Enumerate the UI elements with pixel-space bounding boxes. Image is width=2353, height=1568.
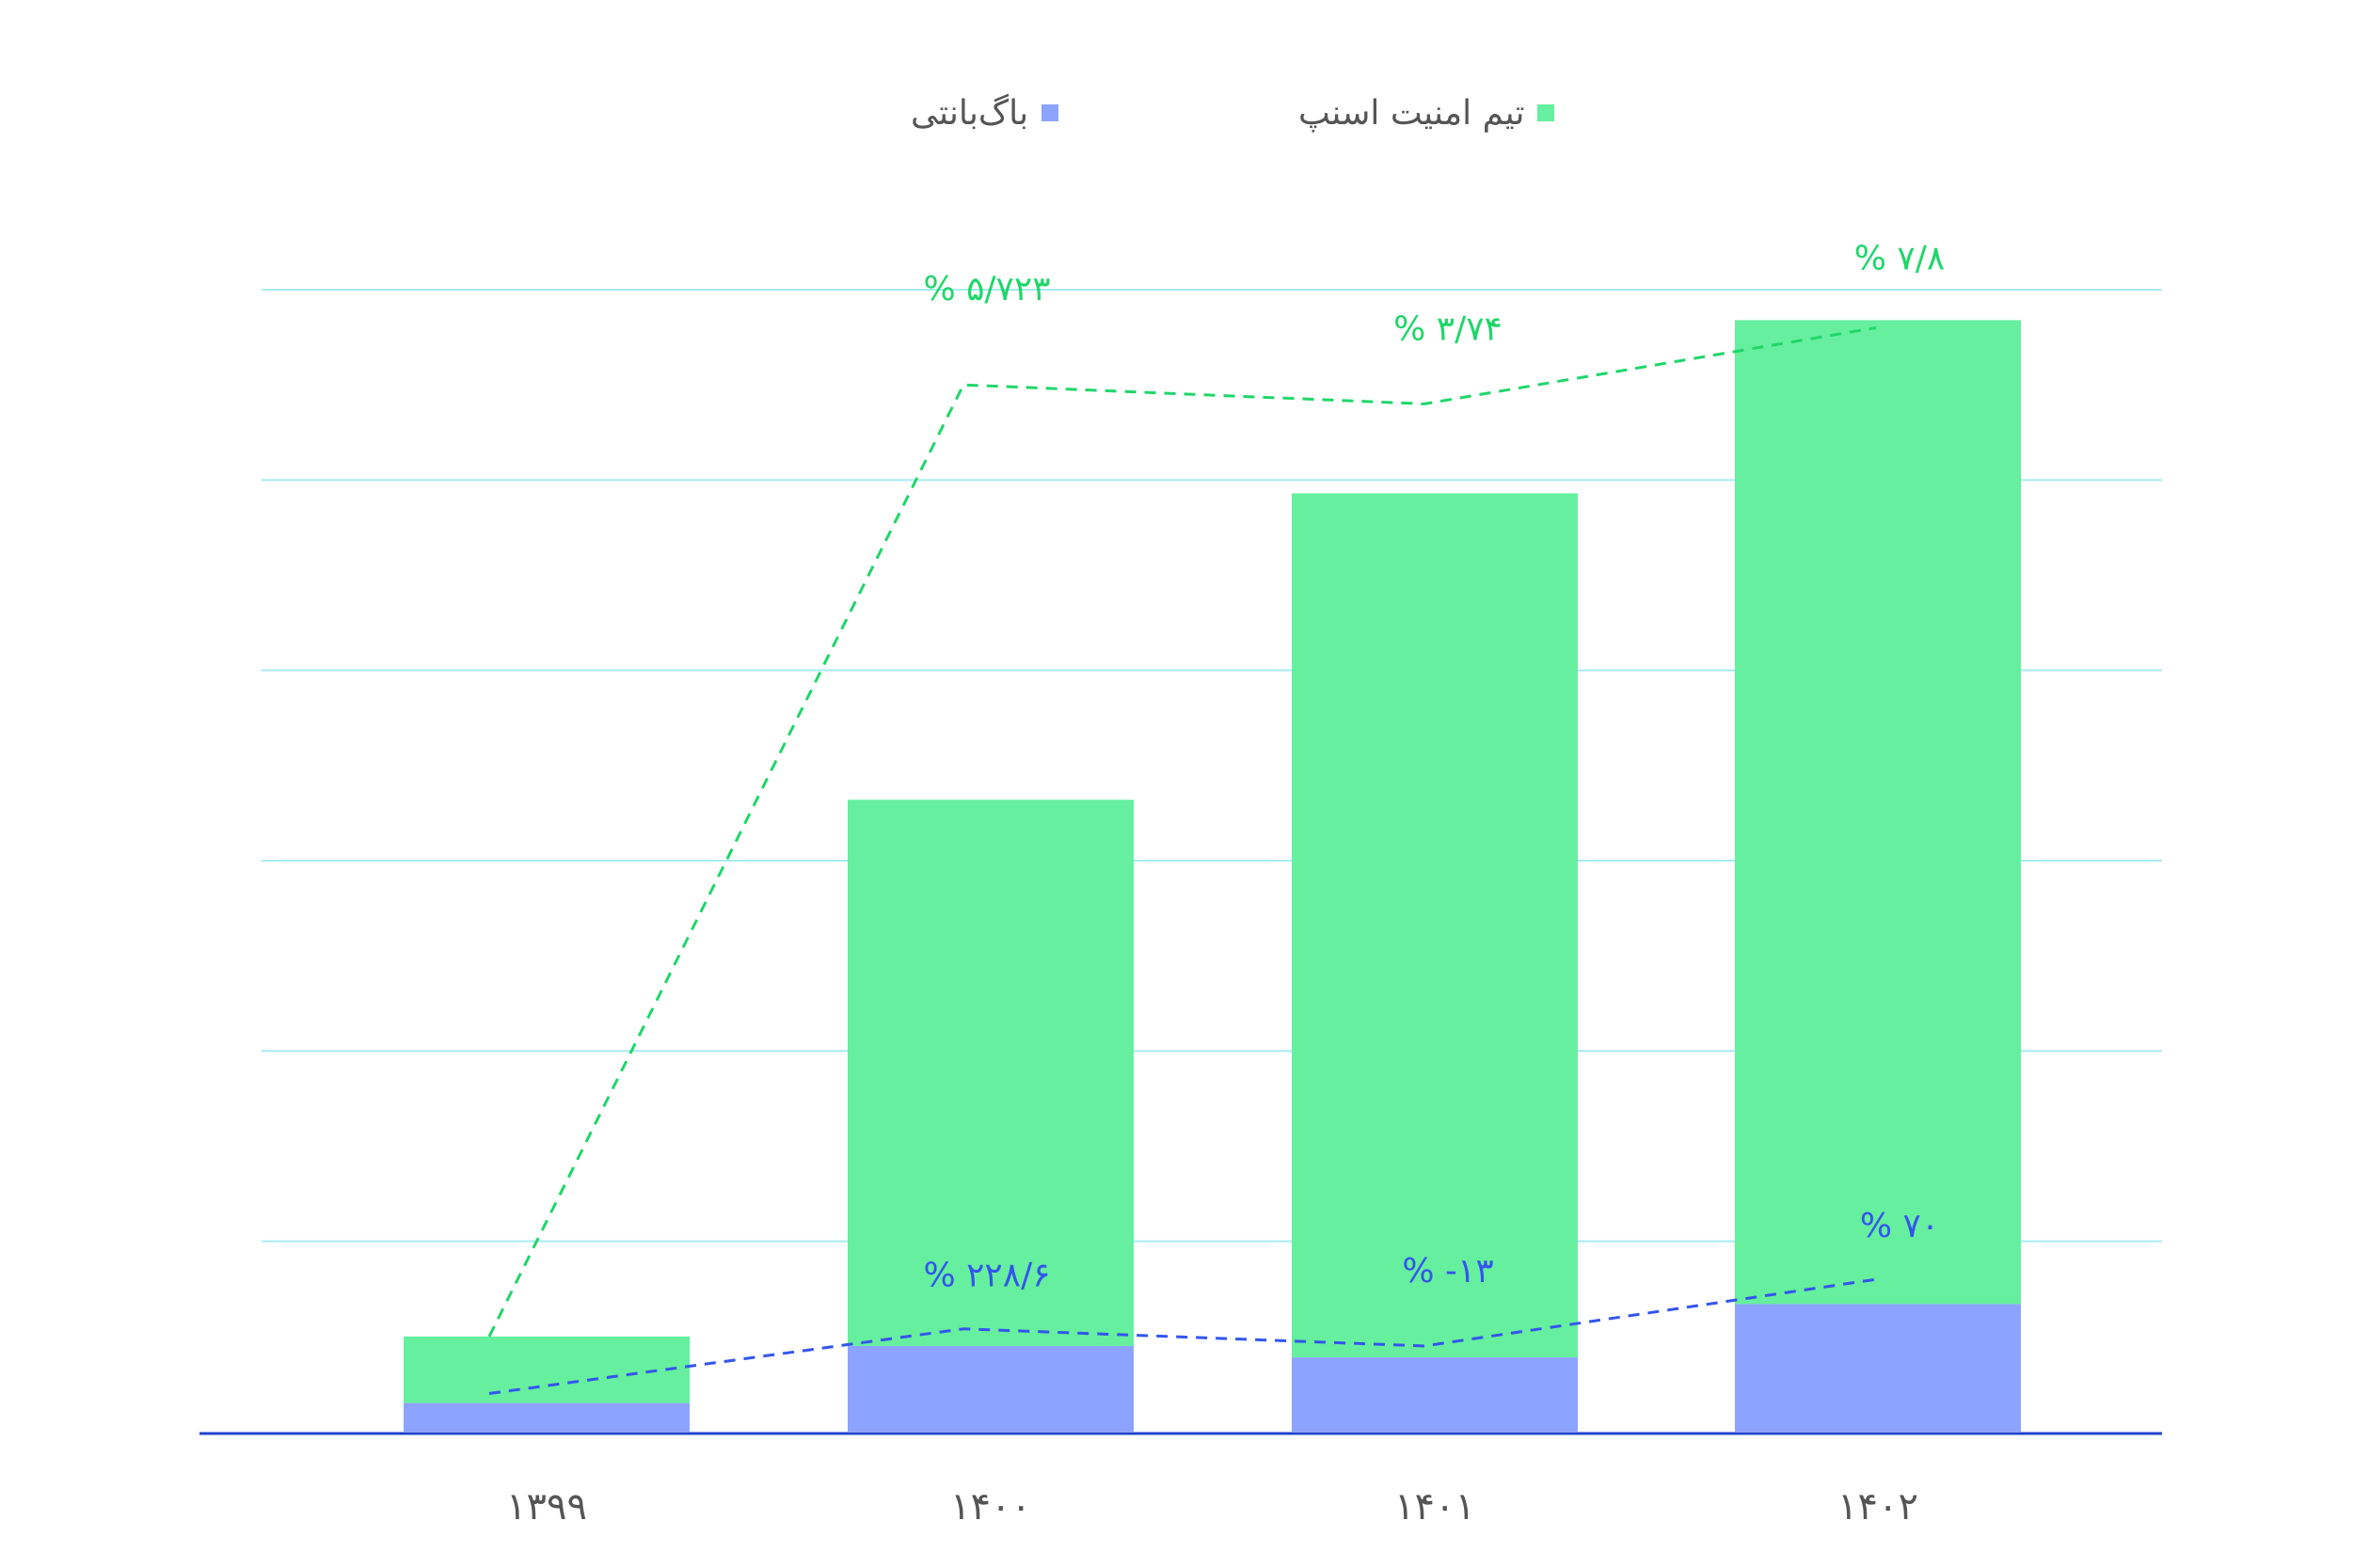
bar-bugbounty [848,1345,1134,1432]
bar-snapp-security [1292,493,1578,1358]
growth-label-snapp-security: % ۷/۸ [1854,239,1945,277]
legend-item-snapp-security: تیم امنیت اسنپ [1298,89,1555,136]
bar-snapp-security [1735,320,2021,1305]
x-tick-label: ۱۴۰۱ [1394,1485,1475,1528]
bar-bugbounty [404,1402,690,1432]
growth-line-bugbounty [488,1277,1877,1396]
legend-item-bugbounty: باگ‌بانتی [911,89,1059,136]
legend-swatch-snapp-security [1537,104,1555,121]
growth-label-snapp-security: % ۳/۷۴ [1393,309,1502,348]
bar-snapp-security [404,1336,690,1403]
growth-label-bugbounty: % -۱۳ [1402,1252,1493,1291]
legend-label-bugbounty: باگ‌بانتی [911,93,1029,133]
growth-line-snapp-security [487,325,1877,1338]
growth-label-snapp-security: % ۵/۷۲۳ [923,270,1050,309]
legend-swatch-bugbounty [1041,104,1059,121]
bar-bugbounty [1292,1357,1578,1432]
growth-label-bugbounty: % ۲۲۸/۶ [923,1257,1050,1295]
legend-label-snapp-security: تیم امنیت اسنپ [1298,93,1525,133]
x-tick-label: ۱۳۹۹ [506,1485,587,1528]
bar-snapp-security [848,800,1134,1346]
x-tick-label: ۱۴۰۲ [1837,1485,1918,1528]
bar-bugbounty [1735,1304,2021,1432]
growth-label-bugbounty: % ۷۰ [1860,1207,1939,1245]
x-tick-label: ۱۴۰۰ [950,1485,1031,1528]
